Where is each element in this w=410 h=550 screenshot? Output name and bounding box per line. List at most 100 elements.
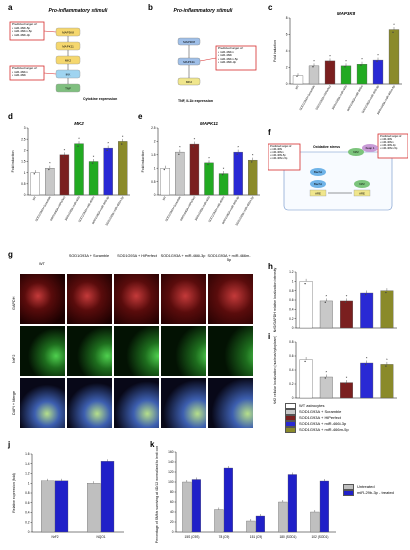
chart-e-ytick-label-1: 0.5 xyxy=(151,180,156,184)
panel-a-node-5: TNF xyxy=(65,87,71,91)
chart-e-bar-0 xyxy=(160,168,170,196)
chart-h: 0 0.2 0.4 0.6 0.8 1 1.2 Nrf2/GAPDH relative loc… xyxy=(273,268,397,333)
chart-k-ytick-label-4: 80 xyxy=(170,490,174,494)
chart-d-dot-1 xyxy=(48,168,50,171)
chart-k: 0 20 40 60 80 100 120 140 160 Percentage of SMNs … xyxy=(155,446,336,543)
panel-b-node-1: MAP3K8 xyxy=(183,40,195,44)
legend-label-untreated: Untreated xyxy=(357,484,375,489)
chart-i-ytick-label-1: 0.2 xyxy=(289,382,294,386)
legend-swatch-mir466m xyxy=(285,427,296,433)
chart-h-ytick-label-4: 0.8 xyxy=(289,289,294,293)
chart-h-bar-2 xyxy=(340,300,353,329)
chart-k-ytick-label-7: 140 xyxy=(168,460,174,464)
chart-h-star-1: * xyxy=(326,293,328,298)
chart-j-ytick-label-6: 1.2 xyxy=(25,472,30,476)
chart-e-ylabel: Fold induction xyxy=(141,151,145,173)
chart-i-ytick-label-4: 0.8 xyxy=(289,340,294,344)
chart-c-ytick-label-4: 8 xyxy=(286,16,288,20)
chart-j-ylabel: Relative expression (fold) xyxy=(12,473,16,513)
chart-c-bar-5 xyxy=(372,59,384,85)
chart-e-star-2: * xyxy=(194,137,196,142)
chart-d-star-5: * xyxy=(107,141,109,146)
chart-e-star-3: * xyxy=(208,155,210,160)
chart-e-ytick-label-5: 2.5 xyxy=(151,126,156,130)
chart-h-dot-1 xyxy=(324,301,326,303)
panel-a-diagram: Pro-inflammatory stimuli MAP3K8 MAPK11 M… xyxy=(8,8,138,108)
panel-a-target-box-1: Predicted target of: • miR-466i-5p • miR… xyxy=(12,22,38,37)
chart-e-dot-2 xyxy=(192,145,195,148)
chart-c-dot-1 xyxy=(312,66,314,68)
chart-d-ytick-label-1: 0.5 xyxy=(21,182,26,186)
chart-d-bar-2 xyxy=(59,154,70,196)
chart-c-bar-6 xyxy=(388,29,400,85)
chart-j-bar-1-0 xyxy=(87,483,101,533)
panel-f-target-box-left: Predicted target of: • miR-466i • miR-46… xyxy=(270,145,292,161)
chart-d-bar-4 xyxy=(88,161,99,196)
panel-a-footer: Cytokine expression xyxy=(83,97,117,101)
panel-b-title: Pro-inflammatory stimuli xyxy=(173,8,233,14)
chart-c-dot-4 xyxy=(360,64,362,66)
chart-k-xlabel-1: 78 (C9) xyxy=(219,535,230,539)
chart-h-ytick-label-1: 0.2 xyxy=(289,317,294,321)
chart-k-bar-4-1 xyxy=(319,480,329,533)
legend-item-wt: WT astrocytes xyxy=(285,403,349,409)
legend-swatch-scramble xyxy=(285,409,296,415)
panel-f-node-4: Bach1 xyxy=(314,182,322,186)
panel-a-pathway: MAP3K8 MAPK11 MK2 IKK TNF Cytokine expre… xyxy=(9,21,117,101)
chart-c-xlabel-0: WT xyxy=(294,84,300,90)
legend-label-mir466i: SOD1G93A + miR-466i-3p xyxy=(299,421,347,426)
chart-h-dot-3 xyxy=(365,294,367,296)
chart-d-dot-3 xyxy=(77,145,79,147)
chart-e-star-6: * xyxy=(252,153,254,158)
chart-i-star-3: * xyxy=(366,356,368,361)
chart-h-bar-3 xyxy=(360,292,374,329)
chart-e-star-1: * xyxy=(179,145,181,150)
chart-i-dot-1 xyxy=(324,377,326,379)
panel-f-node-3: Keap 1 xyxy=(366,146,375,150)
chart-i-dot-0 xyxy=(304,360,306,363)
panel-b-node-3: MK2 xyxy=(186,80,193,84)
chart-h-ylabel: Nrf2/GAPDH relative localization intensi… xyxy=(273,268,277,333)
panel-b-diagram: Pro-inflammatory stimuli MAP3K8 MAPK11 M… xyxy=(148,8,263,108)
chart-c-star-4: * xyxy=(361,57,363,62)
micrograph-r3-c5 xyxy=(208,378,253,428)
chart-c-ytick-label-1: 2 xyxy=(286,66,288,70)
panel-f-letter: f xyxy=(268,128,271,137)
panel-a-node-4: IKK xyxy=(66,73,71,77)
legend-item-mir466i: SOD1G93A + miR-466i-3p xyxy=(285,421,349,427)
micrograph-r2-c3 xyxy=(114,326,159,376)
chart-i-bar-4 xyxy=(380,364,394,399)
chart-k-ylabel: Percentage of SMNs surviving at 4D/12 no… xyxy=(155,446,159,543)
micrograph-r2-c1 xyxy=(20,326,65,376)
legend-label-hiperfect: SOD1G93A + HiPerfect xyxy=(299,415,341,420)
panel-a-letter: a xyxy=(8,3,13,12)
legend-item-hiperfect: SOD1G93A + HiPerfect xyxy=(285,415,349,421)
chart-c-bar-3 xyxy=(340,65,352,85)
chart-j-bar-1-1 xyxy=(100,461,115,533)
chart-h-bar-0 xyxy=(299,281,313,329)
chart-c: MAP3K8 0 2 4 6 8 Fold induction WT * SOD1G93A+Scr… xyxy=(273,11,402,115)
chart-e-bar-2 xyxy=(189,143,200,196)
chart-j-ytick-label-1: 0.2 xyxy=(25,520,30,524)
chart-i-star-2: * xyxy=(346,375,348,380)
panel-f-stress: Oxidative stress xyxy=(313,145,340,149)
chart-k-bar-1-0 xyxy=(214,509,224,533)
chart-d-bar-1 xyxy=(45,168,55,196)
legend-label-treated: miR-29b-3p - treated xyxy=(357,490,394,495)
chart-d-dot-0 xyxy=(33,173,35,175)
legend-label-scramble: SOD1G93A + Scramble xyxy=(299,409,342,414)
panel-g-col-3: SOD1G93A + HiPerfect xyxy=(117,254,157,258)
chart-k-xlabel-0: 15S (C9S) xyxy=(185,535,200,539)
panel-b-footer: TNF, IL1b expression xyxy=(178,99,213,103)
chart-j: 0 0.2 0.4 0.6 0.8 1 1.2 1.4 1.6 Relative expressi… xyxy=(12,452,124,539)
chart-d-bar-0 xyxy=(30,172,40,196)
chart-c-dot-2 xyxy=(328,61,330,63)
legend-swatch-untreated xyxy=(343,484,354,490)
chart-e-title: MAPK11 xyxy=(200,121,218,126)
micrograph-r3-c1 xyxy=(20,378,65,428)
chart-d-bar-3 xyxy=(74,143,84,196)
chart-d-ytick-label-2: 1 xyxy=(24,171,26,175)
chart-c-star-6: * xyxy=(393,22,395,27)
panel-g-col-5: SOD1G93A + miR-466m-5p xyxy=(207,254,251,263)
